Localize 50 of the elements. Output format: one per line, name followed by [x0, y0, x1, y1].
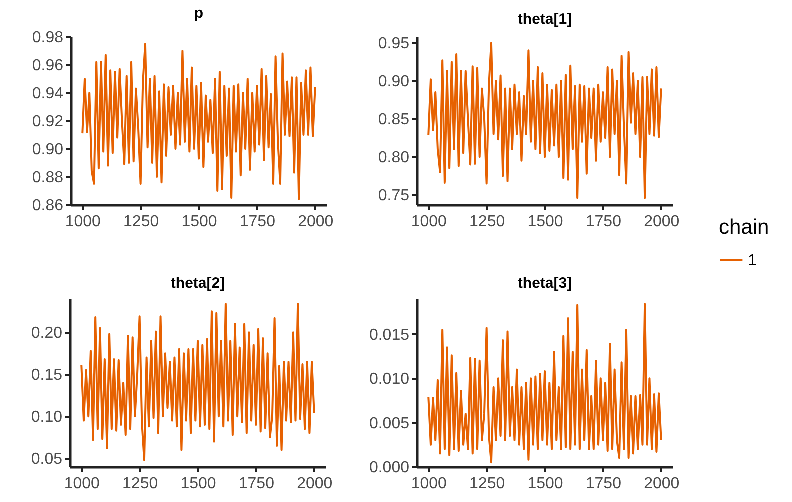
y-tick-label: 0.15 [31, 367, 63, 384]
y-tick-label: 0.05 [31, 451, 63, 468]
chart-title: theta[1] [518, 11, 572, 28]
x-tick-label: 1500 [528, 214, 564, 230]
y-tick-label: 0.85 [378, 112, 410, 129]
y-tick-label: 0.75 [378, 188, 410, 205]
line-series [82, 43, 316, 200]
x-tick-label: 1750 [238, 476, 275, 492]
y-tick-label: 0.005 [369, 415, 410, 432]
x-tick-label: 1500 [182, 214, 218, 230]
y-tick-label: 0.015 [369, 326, 410, 344]
y-tick-label: 0.010 [369, 371, 410, 388]
y-tick-label: 0.94 [32, 86, 64, 102]
y-tick-label: 0.98 [32, 30, 64, 46]
x-tick-label: 1250 [124, 214, 160, 230]
y-tick-label: 0.80 [378, 150, 410, 167]
line-series [80, 303, 316, 462]
x-tick-label: 1000 [64, 476, 100, 492]
legend-label: 1 [748, 252, 757, 270]
chart-title: p [194, 5, 204, 22]
x-tick-label: 2000 [298, 214, 334, 230]
x-tick-label: 1000 [411, 214, 448, 230]
x-tick-label: 1750 [240, 214, 276, 230]
y-tick-label: 0.90 [378, 74, 410, 91]
legend-title: chain [719, 216, 770, 239]
y-tick-label: 0.95 [378, 36, 410, 53]
x-tick-label: 1500 [528, 476, 564, 492]
y-tick-label: 0.86 [32, 198, 64, 214]
x-tick-label: 1250 [470, 476, 506, 492]
x-tick-label: 1750 [586, 214, 622, 230]
x-tick-label: 1750 [586, 476, 622, 492]
chart-title: theta[2] [170, 275, 226, 292]
y-tick-label: 0.20 [31, 325, 63, 342]
line-series [428, 303, 662, 464]
y-tick-label: 0.96 [32, 58, 64, 74]
x-tick-label: 1500 [180, 476, 216, 492]
chart-title: theta[3] [518, 275, 572, 292]
x-tick-label: 2000 [644, 214, 680, 230]
x-tick-label: 1000 [411, 476, 448, 492]
x-tick-label: 2000 [644, 476, 680, 492]
y-tick-label: 0.000 [369, 460, 410, 476]
y-tick-label: 0.90 [32, 142, 64, 158]
x-tick-label: 1250 [470, 214, 506, 230]
line-series [428, 42, 662, 200]
x-tick-label: 2000 [297, 476, 333, 492]
x-tick-label: 1250 [122, 476, 158, 492]
y-tick-label: 0.92 [32, 114, 64, 130]
x-tick-label: 1000 [65, 214, 102, 230]
y-tick-label: 0.88 [32, 170, 64, 186]
y-tick-label: 0.10 [31, 409, 63, 426]
